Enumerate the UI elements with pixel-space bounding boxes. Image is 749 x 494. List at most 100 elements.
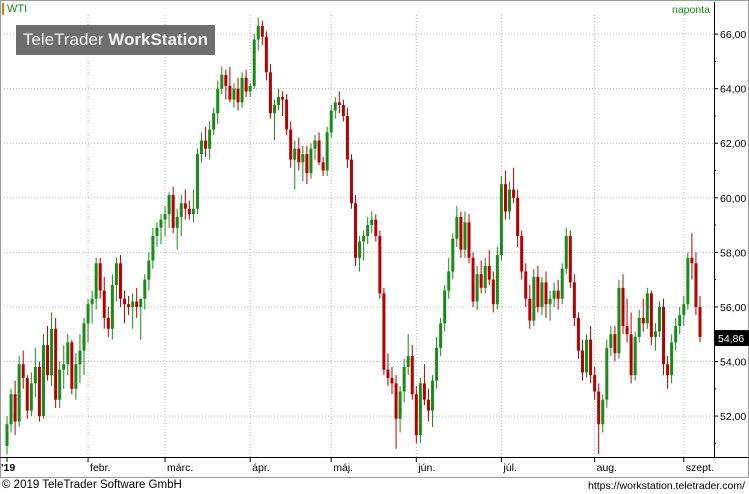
- watermark: TeleTrader WorkStation: [16, 25, 215, 55]
- candle-body: [21, 364, 25, 378]
- candle-body: [256, 25, 260, 40]
- candle: [698, 296, 702, 343]
- candle: [536, 266, 540, 313]
- candle: [333, 96, 337, 119]
- candle-body: [503, 184, 507, 212]
- candle-body: [621, 287, 625, 327]
- candlestick-chart[interactable]: '19 febr. márc. ápr. máj. jún. júl. aug. szept. 5…: [0, 0, 749, 478]
- candle-body: [289, 129, 293, 160]
- candle-body: [175, 216, 179, 228]
- candle: [572, 274, 576, 327]
- candle-body: [305, 154, 309, 174]
- candle: [118, 255, 122, 307]
- candle: [670, 334, 674, 384]
- candle-body: [378, 236, 382, 294]
- candle-body: [662, 306, 666, 365]
- candle-body: [495, 255, 499, 305]
- candle: [637, 309, 641, 343]
- candle-body: [471, 257, 475, 302]
- candle: [463, 211, 467, 258]
- candle: [694, 252, 698, 316]
- candle-body: [418, 383, 422, 436]
- candle: [585, 334, 589, 378]
- candle: [370, 211, 374, 234]
- candle-body: [272, 105, 276, 114]
- candle-body: [406, 356, 410, 367]
- watermark-part1: TeleTrader: [22, 30, 109, 49]
- candle: [406, 334, 410, 376]
- candle: [62, 345, 66, 389]
- candle: [248, 83, 252, 97]
- candle: [147, 252, 151, 291]
- candle-body: [260, 25, 264, 37]
- candle: [528, 285, 532, 329]
- candle-body: [66, 342, 70, 365]
- candle-body: [195, 154, 199, 209]
- y-tick-label: 64,00: [720, 84, 746, 96]
- candle-body: [317, 140, 321, 163]
- candle: [495, 246, 499, 310]
- y-tick-label: 54,00: [720, 357, 746, 369]
- candle-body: [512, 189, 516, 198]
- candle: [662, 298, 666, 376]
- candle-body: [301, 154, 305, 163]
- candle: [589, 326, 593, 384]
- candle: [483, 257, 487, 294]
- source-link[interactable]: https://workstation.teletrader.com/: [588, 480, 745, 492]
- candle-body: [544, 282, 548, 305]
- candle: [33, 347, 37, 397]
- candle: [580, 339, 584, 381]
- candle-body: [118, 263, 122, 299]
- candle-body: [345, 115, 349, 160]
- candle: [645, 287, 649, 329]
- candle: [613, 326, 617, 362]
- candle: [191, 189, 195, 223]
- candle: [649, 290, 653, 346]
- candle: [102, 276, 106, 329]
- candle-body: [127, 304, 131, 307]
- candle: [503, 170, 507, 220]
- candle: [402, 358, 406, 403]
- candle: [151, 227, 155, 269]
- candle-body: [293, 148, 297, 160]
- candle: [106, 306, 110, 337]
- interval-text: naponta: [672, 4, 710, 16]
- candle: [609, 326, 613, 357]
- candle-body: [657, 306, 661, 332]
- candle: [552, 282, 556, 307]
- candle-body: [625, 326, 629, 335]
- candle-body: [74, 364, 78, 389]
- candle-body: [585, 339, 589, 373]
- candle-body: [163, 214, 167, 220]
- candle: [422, 364, 426, 406]
- x-tick-label: aug.: [597, 462, 617, 474]
- candle: [171, 186, 175, 234]
- candle: [508, 181, 512, 220]
- candle-body: [171, 195, 175, 228]
- candle-body: [155, 227, 159, 236]
- candle: [633, 331, 637, 381]
- candle-body: [666, 364, 670, 376]
- candle-body: [325, 132, 329, 171]
- candle-body: [678, 315, 682, 327]
- candle: [544, 271, 548, 318]
- candle-body: [41, 345, 45, 417]
- candle-body: [98, 263, 102, 291]
- candle-body: [463, 222, 467, 250]
- candle-body: [637, 317, 641, 337]
- candle-body: [374, 219, 378, 236]
- candle: [418, 377, 422, 444]
- candle: [66, 334, 70, 376]
- candle: [564, 227, 568, 275]
- candle-body: [532, 276, 536, 321]
- candle-body: [5, 424, 9, 447]
- candle: [143, 274, 147, 310]
- candle: [216, 80, 220, 125]
- candle: [25, 375, 29, 419]
- candle: [224, 69, 228, 100]
- candle-body: [102, 290, 106, 318]
- candle: [560, 263, 564, 305]
- candle: [657, 301, 661, 337]
- candle-body: [208, 129, 212, 149]
- y-tick-label: 60,00: [720, 193, 746, 205]
